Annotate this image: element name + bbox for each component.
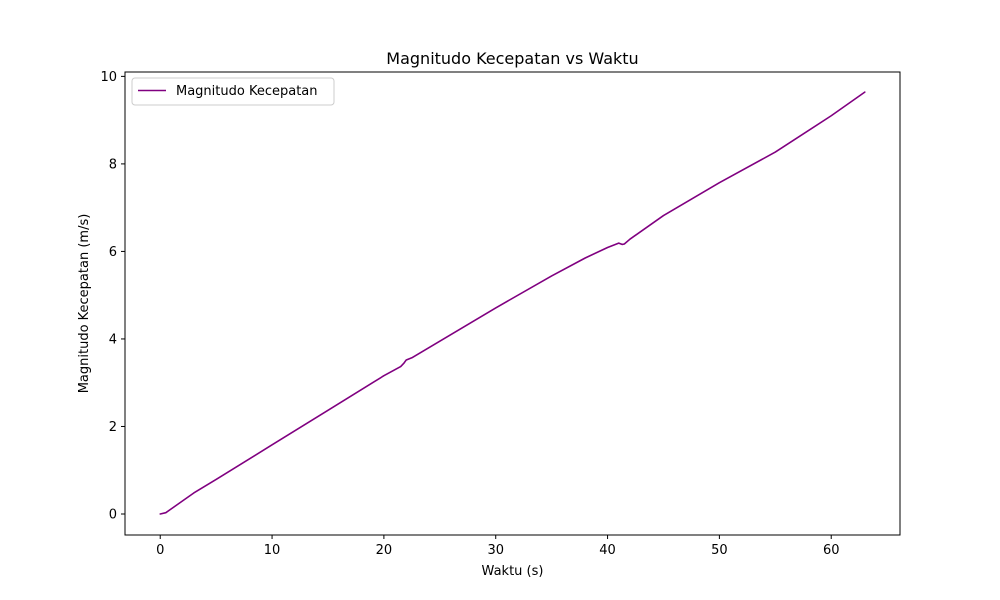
plot-area-frame <box>124 71 901 536</box>
y-axis-label: Magnitudo Kecepatan (m/s) <box>77 214 92 394</box>
x-tick-label: 30 <box>487 543 504 558</box>
y-axis-ticks: 0 2 4 6 8 10 <box>100 70 125 522</box>
legend-box <box>131 77 335 106</box>
x-tick-label: 60 <box>823 543 840 558</box>
x-tick-label: 0 <box>156 543 164 558</box>
y-tick-label: 6 <box>109 245 117 260</box>
y-tick-label: 4 <box>109 332 117 347</box>
series-line-magnitudo-kecepatan <box>159 91 866 515</box>
x-tick-label: 20 <box>376 543 393 558</box>
legend: Magnitudo Kecepatan <box>131 77 335 106</box>
series-layer <box>159 91 866 515</box>
y-tick-label: 8 <box>109 157 117 172</box>
x-axis-label: Waktu (s) <box>482 564 544 579</box>
chart-title: Magnitudo Kecepatan vs Waktu <box>386 49 638 68</box>
y-tick-label: 0 <box>109 507 117 522</box>
x-axis-ticks: 0 10 20 30 40 50 60 <box>156 535 839 558</box>
x-tick-label: 50 <box>711 543 728 558</box>
legend-label-magnitudo-kecepatan: Magnitudo Kecepatan <box>176 84 318 99</box>
y-tick-label: 2 <box>109 420 117 435</box>
y-tick-label: 10 <box>100 70 117 85</box>
x-tick-label: 40 <box>599 543 616 558</box>
x-tick-label: 10 <box>264 543 281 558</box>
